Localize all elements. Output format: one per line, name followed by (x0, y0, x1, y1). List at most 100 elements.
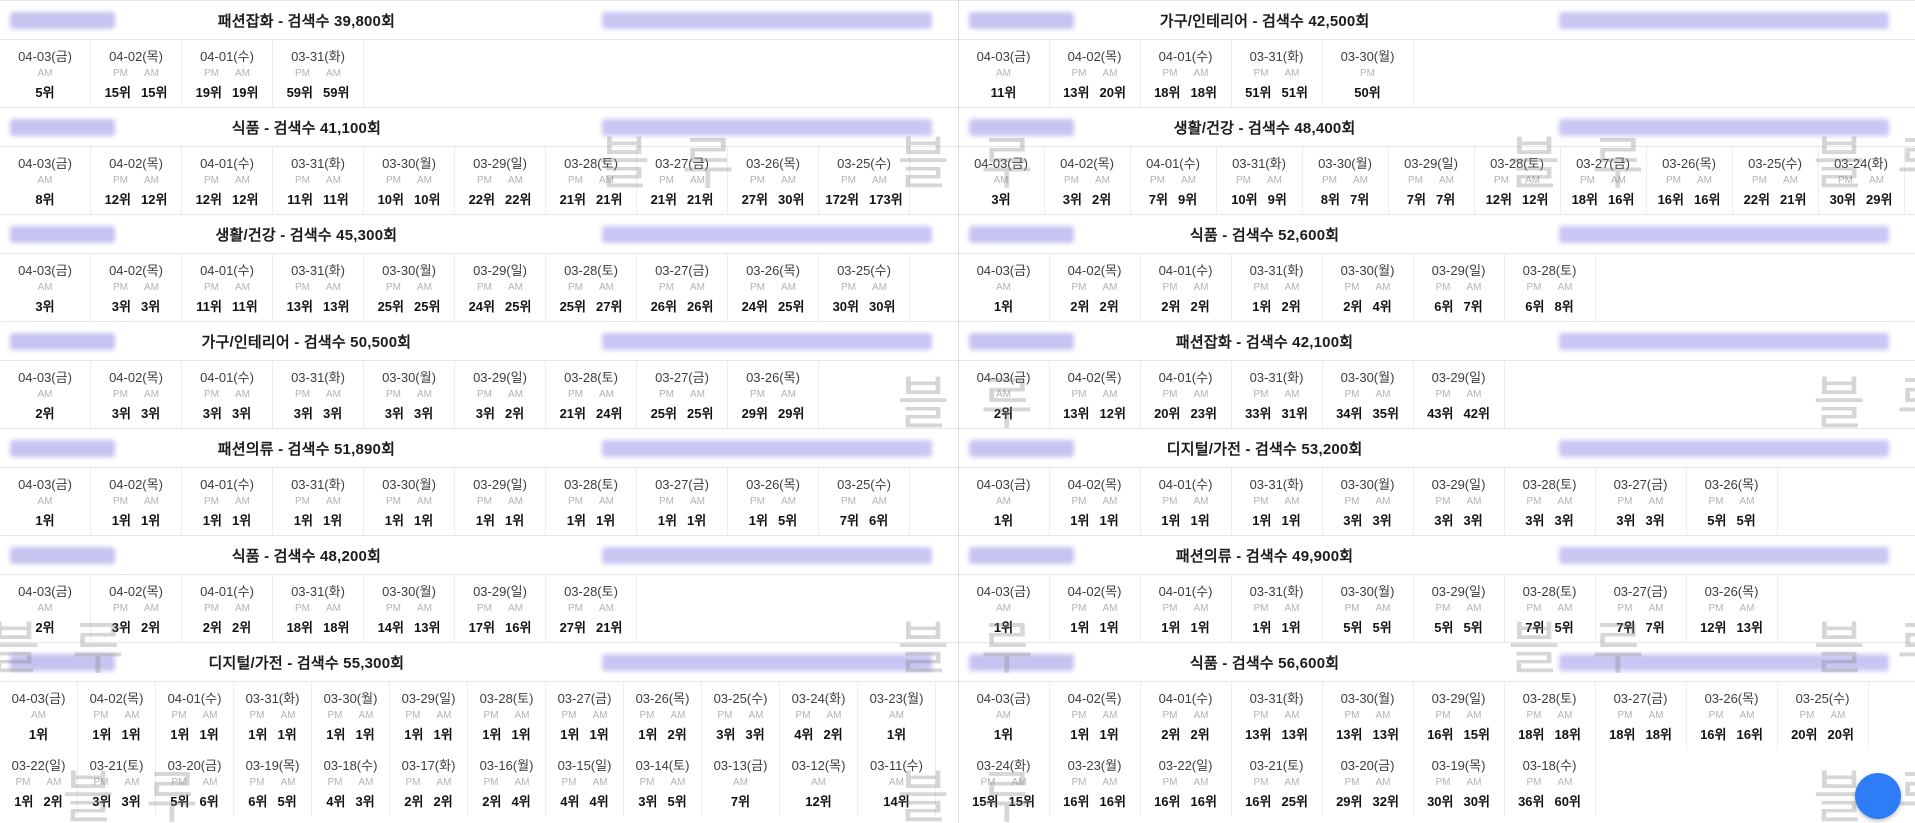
am-rank: 1위 (199, 727, 219, 742)
day-cell: 03-30(월) PM AM 2위 4위 (1323, 254, 1414, 321)
date-label: 04-03(금) (976, 691, 1031, 706)
rank-values: 10위 9위 (1231, 189, 1287, 208)
day-cell: 03-22(일) PM AM 16위 16위 (1141, 749, 1232, 816)
rank-values: 22위 21위 (1744, 189, 1807, 208)
day-cell: 03-31(화) PM AM 1위 1위 (1232, 575, 1323, 642)
am-label: AM (1783, 175, 1798, 186)
day-cell: 04-02(목) PM AM 1위 1위 (78, 682, 156, 749)
rank-values: 1위 2위 (638, 724, 686, 743)
pm-rank: 5위 (170, 794, 190, 809)
pm-label: PM (204, 68, 219, 79)
am-label: AM (1375, 389, 1391, 400)
am-label: AM (1353, 175, 1368, 186)
pm-rank: 25위 (559, 299, 586, 314)
panel-title: 식품 - 검색수 41,100회 (231, 119, 382, 137)
rank-values: 14위 13위 (378, 617, 441, 636)
pm-rank: 15위 (104, 85, 131, 100)
pm-label: PM (295, 68, 310, 79)
am-rank: 30위 (778, 192, 805, 207)
am-rank: 18위 (1554, 727, 1581, 742)
am-label: AM (996, 603, 1011, 614)
pm-rank: 20위 (1154, 406, 1181, 421)
pm-label: PM (568, 175, 583, 186)
day-cell: 03-12(목) AM 12위 (780, 749, 858, 816)
day-cell: 03-30(월) PM AM 8위 7위 (1303, 147, 1389, 214)
day-cell: 04-02(목) PM AM 1위 1위 (1050, 575, 1141, 642)
keyword-blur-chip (10, 439, 115, 457)
am-label: AM (124, 777, 140, 788)
am-rank: 26위 (687, 299, 714, 314)
am-label: AM (1102, 68, 1118, 79)
ampm-labels: PM AM (1072, 68, 1118, 79)
rank-values: 2위 4위 (1343, 296, 1391, 315)
pm-rank: 1위 (1070, 727, 1090, 742)
day-cell: 04-03(금) AM 1위 (959, 254, 1050, 321)
rank-values: 20위 20위 (1791, 724, 1854, 743)
pm-rank: 7위 (1616, 620, 1636, 635)
am-label: AM (996, 496, 1011, 507)
am-label: AM (1648, 496, 1664, 507)
pm-label: PM (1344, 603, 1360, 614)
rank-panel: 식품 - 검색수 48,200회 04-03(금) AM 2위 04-02(목) PM AM… (0, 535, 958, 642)
date-label: 04-03(금) (18, 263, 72, 278)
am-label: AM (235, 389, 250, 400)
pm-label: PM (386, 175, 401, 186)
ampm-labels: PM AM (113, 603, 159, 614)
floating-action-button[interactable] (1855, 773, 1901, 819)
rank-values: 19위 19위 (196, 82, 259, 101)
day-cell: 04-01(수) PM AM 18위 18위 (1141, 40, 1232, 107)
date-label: 03-30(월) (382, 263, 436, 278)
am-rank: 5위 (1736, 513, 1756, 528)
pm-label: PM (750, 175, 765, 186)
date-label: 04-02(목) (1067, 370, 1122, 385)
pm-label: PM (477, 603, 492, 614)
am-label: AM (872, 496, 887, 507)
ampm-labels: PM AM (1254, 603, 1300, 614)
day-cell: 03-20(금) PM AM 29위 32위 (1323, 749, 1414, 816)
ampm-labels: PM AM (1254, 68, 1300, 79)
rank-row: 03-22(일) PM AM 1위 2위 03-21(토) PM AM 3위 3위 03-20(금)… (0, 749, 958, 816)
pm-label: PM (568, 389, 583, 400)
day-cell: 03-29(일) PM AM 3위 3위 (1414, 468, 1505, 535)
panel-header: 식품 - 검색수 52,600회 (958, 214, 1915, 254)
am-rank: 20위 (1099, 85, 1126, 100)
am-rank: 5위 (667, 794, 687, 809)
pm-label: PM (1799, 710, 1815, 721)
day-cell: 03-25(수) PM AM 22위 21위 (1733, 147, 1819, 214)
am-rank: 18위 (1645, 727, 1672, 742)
ampm-labels: PM AM (113, 68, 159, 79)
am-label: AM (996, 68, 1011, 79)
day-cell: 04-01(수) PM AM 1위 1위 (156, 682, 234, 749)
rank-values: 26위 26위 (651, 296, 714, 315)
rank-row: 04-03(금) AM 1위 04-02(목) PM AM 1위 1위 04-01(수) PM AM… (959, 468, 1915, 535)
pm-rank: 22위 (1743, 192, 1770, 207)
day-cell: 03-27(금) PM AM 18위 18위 (1596, 682, 1687, 749)
ampm-labels: PM AM (562, 710, 608, 721)
am-rank: 1위 (993, 620, 1014, 635)
pm-label: PM (1253, 389, 1269, 400)
am-label: AM (144, 603, 159, 614)
am-rank: 31위 (1281, 406, 1308, 421)
am-rank: 42위 (1463, 406, 1490, 421)
pm-rank: 21위 (559, 406, 586, 421)
pm-rank: 3위 (293, 406, 313, 421)
day-cell: 04-03(금) AM 2위 (0, 575, 91, 642)
date-label: 03-29(일) (401, 691, 456, 706)
rank-values: 1위 (994, 510, 1013, 529)
ampm-labels: PM AM (1800, 710, 1846, 721)
day-cell: 03-31(화) PM AM 1위 1위 (1232, 468, 1323, 535)
am-label: AM (781, 175, 796, 186)
pm-label: PM (659, 496, 674, 507)
pm-rank: 3위 (1062, 192, 1082, 207)
am-rank: 2위 (141, 620, 161, 635)
am-rank: 6위 (869, 513, 889, 528)
am-label: AM (1557, 496, 1573, 507)
rank-values: 1위 1위 (294, 510, 342, 529)
date-label: 03-25(수) (1795, 691, 1850, 706)
am-label: AM (1557, 282, 1573, 293)
pm-rank: 30위 (1427, 794, 1454, 809)
keyword-blur-chip (968, 546, 1074, 564)
am-rank: 35위 (1372, 406, 1399, 421)
date-label: 03-29(일) (1431, 691, 1486, 706)
